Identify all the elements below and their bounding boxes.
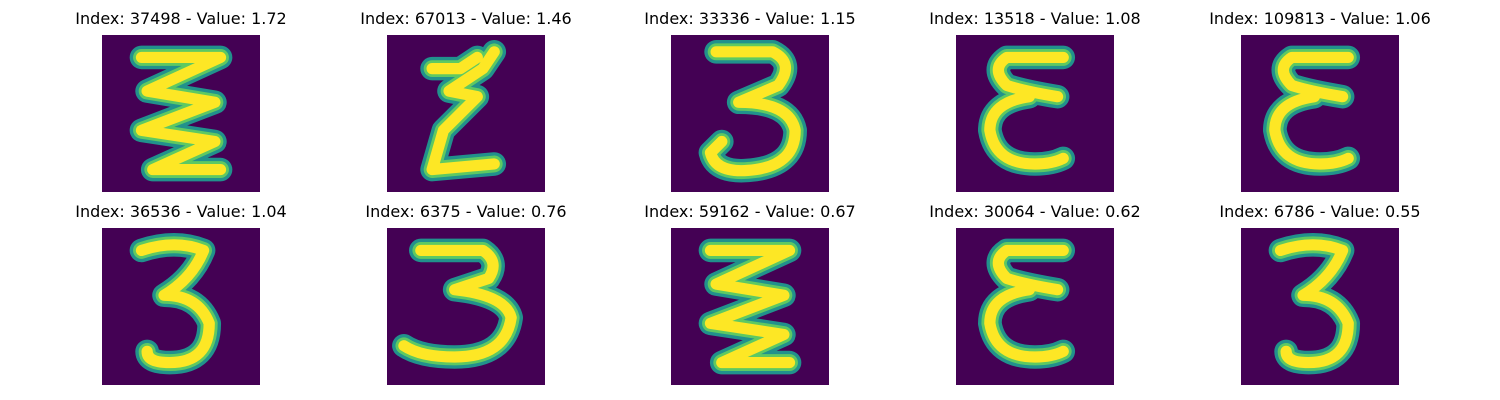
digit-image (956, 35, 1114, 192)
digit-stroke (704, 46, 801, 177)
panel-title: Index: 109813 - Value: 1.06 (1209, 9, 1431, 28)
digit-stroke (135, 239, 215, 369)
panel-title: Index: 67013 - Value: 1.46 (360, 9, 572, 28)
digit-image (387, 35, 545, 192)
digit-image (1241, 35, 1399, 192)
digit-stroke (1269, 51, 1354, 170)
digit-image (102, 35, 260, 192)
panel-title: Index: 30064 - Value: 0.62 (929, 202, 1141, 221)
digit-svg (387, 35, 545, 192)
panel-title: Index: 13518 - Value: 1.08 (929, 9, 1141, 28)
digit-stroke (398, 244, 517, 363)
panel-title: Index: 37498 - Value: 1.72 (75, 9, 287, 28)
panel-title: Index: 6375 - Value: 0.76 (365, 202, 567, 221)
digit-image (1241, 228, 1399, 385)
digit-svg (102, 228, 260, 385)
panel-title: Index: 6786 - Value: 0.55 (1219, 202, 1421, 221)
digit-stroke (426, 46, 500, 176)
digit-stroke (1274, 239, 1354, 369)
digit-stroke (984, 244, 1069, 363)
digit-svg (956, 228, 1114, 385)
panel-title: Index: 36536 - Value: 1.04 (75, 202, 287, 221)
digit-image (387, 228, 545, 385)
panel-title: Index: 33336 - Value: 1.15 (644, 9, 856, 28)
digit-svg (1241, 35, 1399, 192)
digit-image (956, 228, 1114, 385)
digit-svg (956, 35, 1114, 192)
digit-svg (387, 228, 545, 385)
digit-image (671, 228, 829, 385)
digit-svg (671, 228, 829, 385)
digit-stroke (135, 51, 227, 176)
panel-title: Index: 59162 - Value: 0.67 (644, 202, 856, 221)
digit-svg (102, 35, 260, 192)
digit-stroke (984, 51, 1069, 170)
digit-svg (1241, 228, 1399, 385)
digit-stroke (704, 244, 796, 369)
digit-image (671, 35, 829, 192)
digit-image (102, 228, 260, 385)
digit-svg (671, 35, 829, 192)
